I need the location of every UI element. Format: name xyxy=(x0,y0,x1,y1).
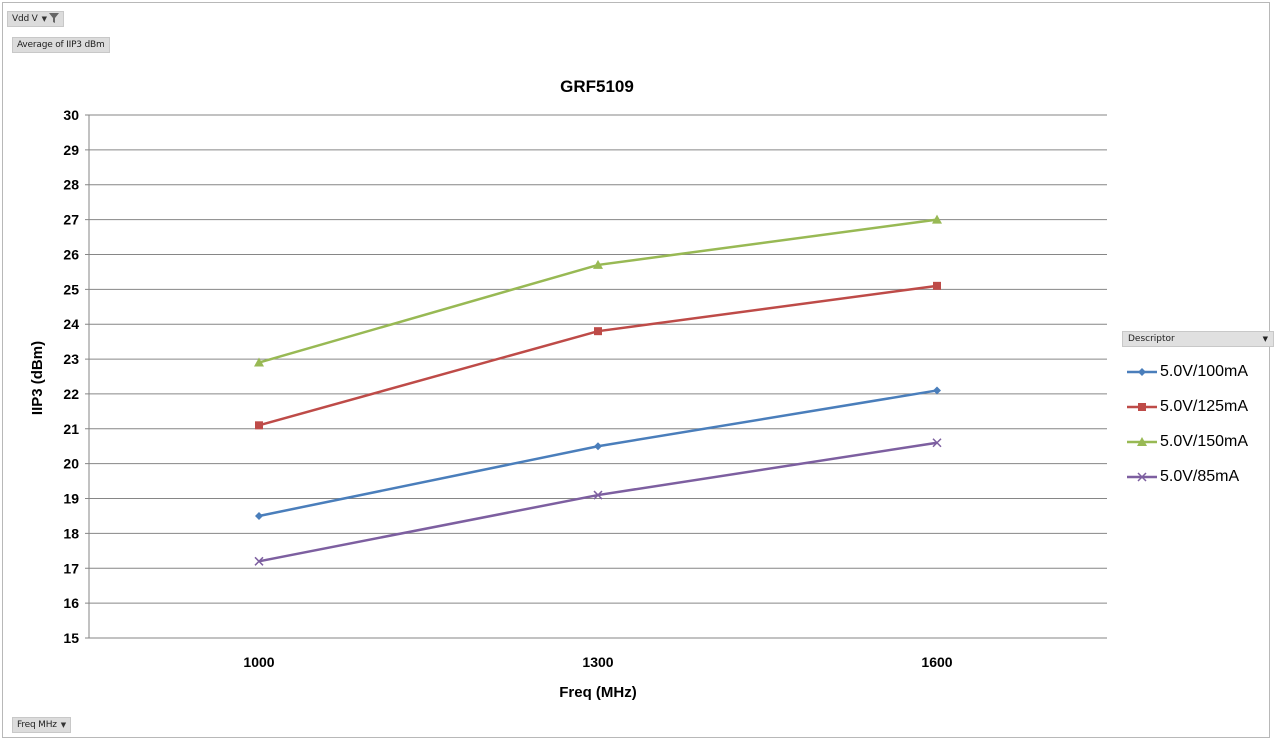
y-tick-label: 28 xyxy=(63,177,79,193)
legend-marker xyxy=(1137,436,1147,446)
data-point xyxy=(933,281,941,290)
x-axis-title: Freq (MHz) xyxy=(559,684,637,701)
data-point xyxy=(254,556,264,566)
y-axis-title: IIP3 (dBm) xyxy=(29,341,46,415)
data-point xyxy=(593,490,603,500)
y-tick-label: 18 xyxy=(63,525,79,541)
x-tick-label: 1600 xyxy=(921,654,952,670)
y-tick-label: 16 xyxy=(63,595,79,611)
y-tick-label: 29 xyxy=(63,142,79,158)
dropdown-arrow-icon: ▼ xyxy=(60,721,66,729)
legend-label: 5.0V/100mA xyxy=(1160,362,1249,380)
y-tick-label: 26 xyxy=(63,246,79,262)
filter-funnel-icon xyxy=(48,12,59,26)
data-point xyxy=(932,214,942,224)
dropdown-arrow-icon: ▼ xyxy=(41,15,47,23)
x-tick-label: 1300 xyxy=(582,654,613,670)
legend-field-label: Descriptor xyxy=(1128,334,1175,344)
y-tick-label: 25 xyxy=(63,281,79,297)
series-2 xyxy=(254,214,942,367)
dropdown-arrow-icon: ▼ xyxy=(1262,335,1268,343)
data-point xyxy=(593,259,603,269)
value-field-label: Average of IIP3 dBm xyxy=(17,40,105,50)
filter-field-label: Vdd V xyxy=(12,14,38,24)
data-point xyxy=(254,357,264,367)
axis-field-button[interactable]: Freq MHz ▼ xyxy=(12,717,71,733)
legend-item: 5.0V/85mA xyxy=(1126,459,1248,494)
data-point xyxy=(255,421,263,430)
series-1 xyxy=(255,281,941,430)
legend-marker xyxy=(1138,402,1146,411)
series-line xyxy=(258,218,938,364)
y-tick-label: 24 xyxy=(63,316,79,332)
chart-title: GRF5109 xyxy=(560,77,634,96)
y-tick-label: 27 xyxy=(63,212,79,228)
legend-item: 5.0V/125mA xyxy=(1126,389,1248,424)
legend-label: 5.0V/125mA xyxy=(1160,397,1249,415)
legend-field-button[interactable]: Descriptor ▼ xyxy=(1122,331,1274,347)
y-axis-ticks: 15 16 17 18 19 20 21 22 23 24 25 26 27 28 29 30 xyxy=(63,107,79,646)
x-tick-label: 1000 xyxy=(243,654,274,670)
data-point xyxy=(594,327,602,336)
data-point xyxy=(932,438,942,448)
legend-swatch-icon xyxy=(1127,367,1157,376)
legend-swatch-icon xyxy=(1127,436,1157,446)
y-tick-label: 23 xyxy=(63,351,79,367)
y-tick-label: 17 xyxy=(63,560,79,576)
data-point xyxy=(933,386,941,395)
series-lines xyxy=(254,214,942,566)
x-axis-ticks: 1000 1300 1600 xyxy=(243,654,952,670)
series-0 xyxy=(255,386,941,520)
legend-swatch-icon xyxy=(1127,471,1157,482)
legend-label: 5.0V/150mA xyxy=(1160,432,1249,450)
y-tick-label: 22 xyxy=(63,386,79,402)
legend-swatch-icon xyxy=(1127,402,1157,411)
y-tick-label: 19 xyxy=(63,491,79,507)
axis-field-label: Freq MHz xyxy=(17,720,57,730)
y-tick-label: 15 xyxy=(63,630,79,646)
data-point xyxy=(594,442,602,451)
series-line xyxy=(258,441,938,563)
y-tick-label: 20 xyxy=(63,456,79,472)
series-line xyxy=(258,284,938,427)
data-point xyxy=(255,511,263,520)
legend-marker xyxy=(1137,471,1147,482)
filter-field-button[interactable]: Vdd V ▼ xyxy=(7,11,64,27)
gridlines xyxy=(85,114,1107,639)
series-line xyxy=(258,389,938,518)
legend-item: 5.0V/100mA xyxy=(1126,354,1248,389)
y-tick-label: 30 xyxy=(63,107,79,123)
y-tick-label: 21 xyxy=(63,421,79,437)
legend-item: 5.0V/150mA xyxy=(1126,424,1248,459)
series-3 xyxy=(254,438,942,566)
legend-marker xyxy=(1138,367,1146,376)
legend-label: 5.0V/85mA xyxy=(1160,467,1240,485)
chart-legend: 5.0V/100mA 5.0V/125mA 5.0V/150mA 5.0V/85mA xyxy=(1126,354,1248,494)
value-field-button[interactable]: Average of IIP3 dBm xyxy=(12,37,110,53)
